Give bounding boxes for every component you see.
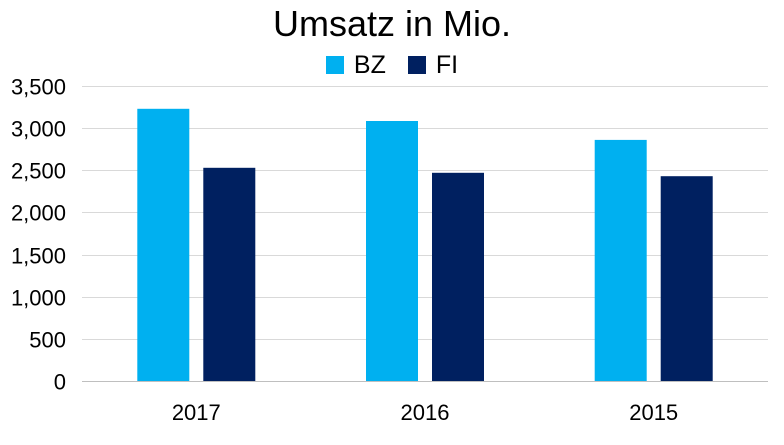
bar-bz-2015 [594, 139, 647, 381]
x-category-label: 2016 [401, 400, 450, 425]
x-category-label: 2017 [172, 400, 221, 425]
gridlines [82, 86, 768, 340]
bar-bz-2017 [137, 108, 190, 382]
y-tick-label: 3,000 [11, 117, 66, 142]
y-tick-label: 1,000 [11, 286, 66, 311]
y-tick-label: 1,500 [11, 244, 66, 269]
legend-swatch-fi [407, 56, 426, 74]
legend-item-bz: BZ [325, 50, 386, 80]
legend-label-bz: BZ [353, 51, 386, 79]
y-tick-label: 2,500 [11, 159, 66, 184]
bar-fi-2015 [660, 176, 713, 381]
bars [137, 108, 713, 382]
bar-fi-2017 [203, 167, 256, 381]
legend-swatch-bz [325, 56, 344, 74]
chart-title: Umsatz in Mio. [272, 3, 512, 44]
y-tick-label: 0 [54, 370, 66, 395]
legend-item-fi: FI [407, 50, 459, 80]
bar-fi-2016 [432, 172, 484, 381]
chart-legend: BZ FI [0, 50, 784, 80]
y-tick-label: 2,000 [11, 201, 66, 226]
y-tick-label: 3,500 [11, 75, 66, 100]
x-category-label: 2015 [629, 400, 678, 425]
axes: 0 500 1,000 1,500 2,000 2,500 3,000 3,500 2017 20… [11, 75, 768, 425]
legend-label-fi: FI [435, 51, 459, 79]
y-tick-label: 500 [29, 328, 66, 353]
bar-bz-2016 [366, 121, 418, 381]
